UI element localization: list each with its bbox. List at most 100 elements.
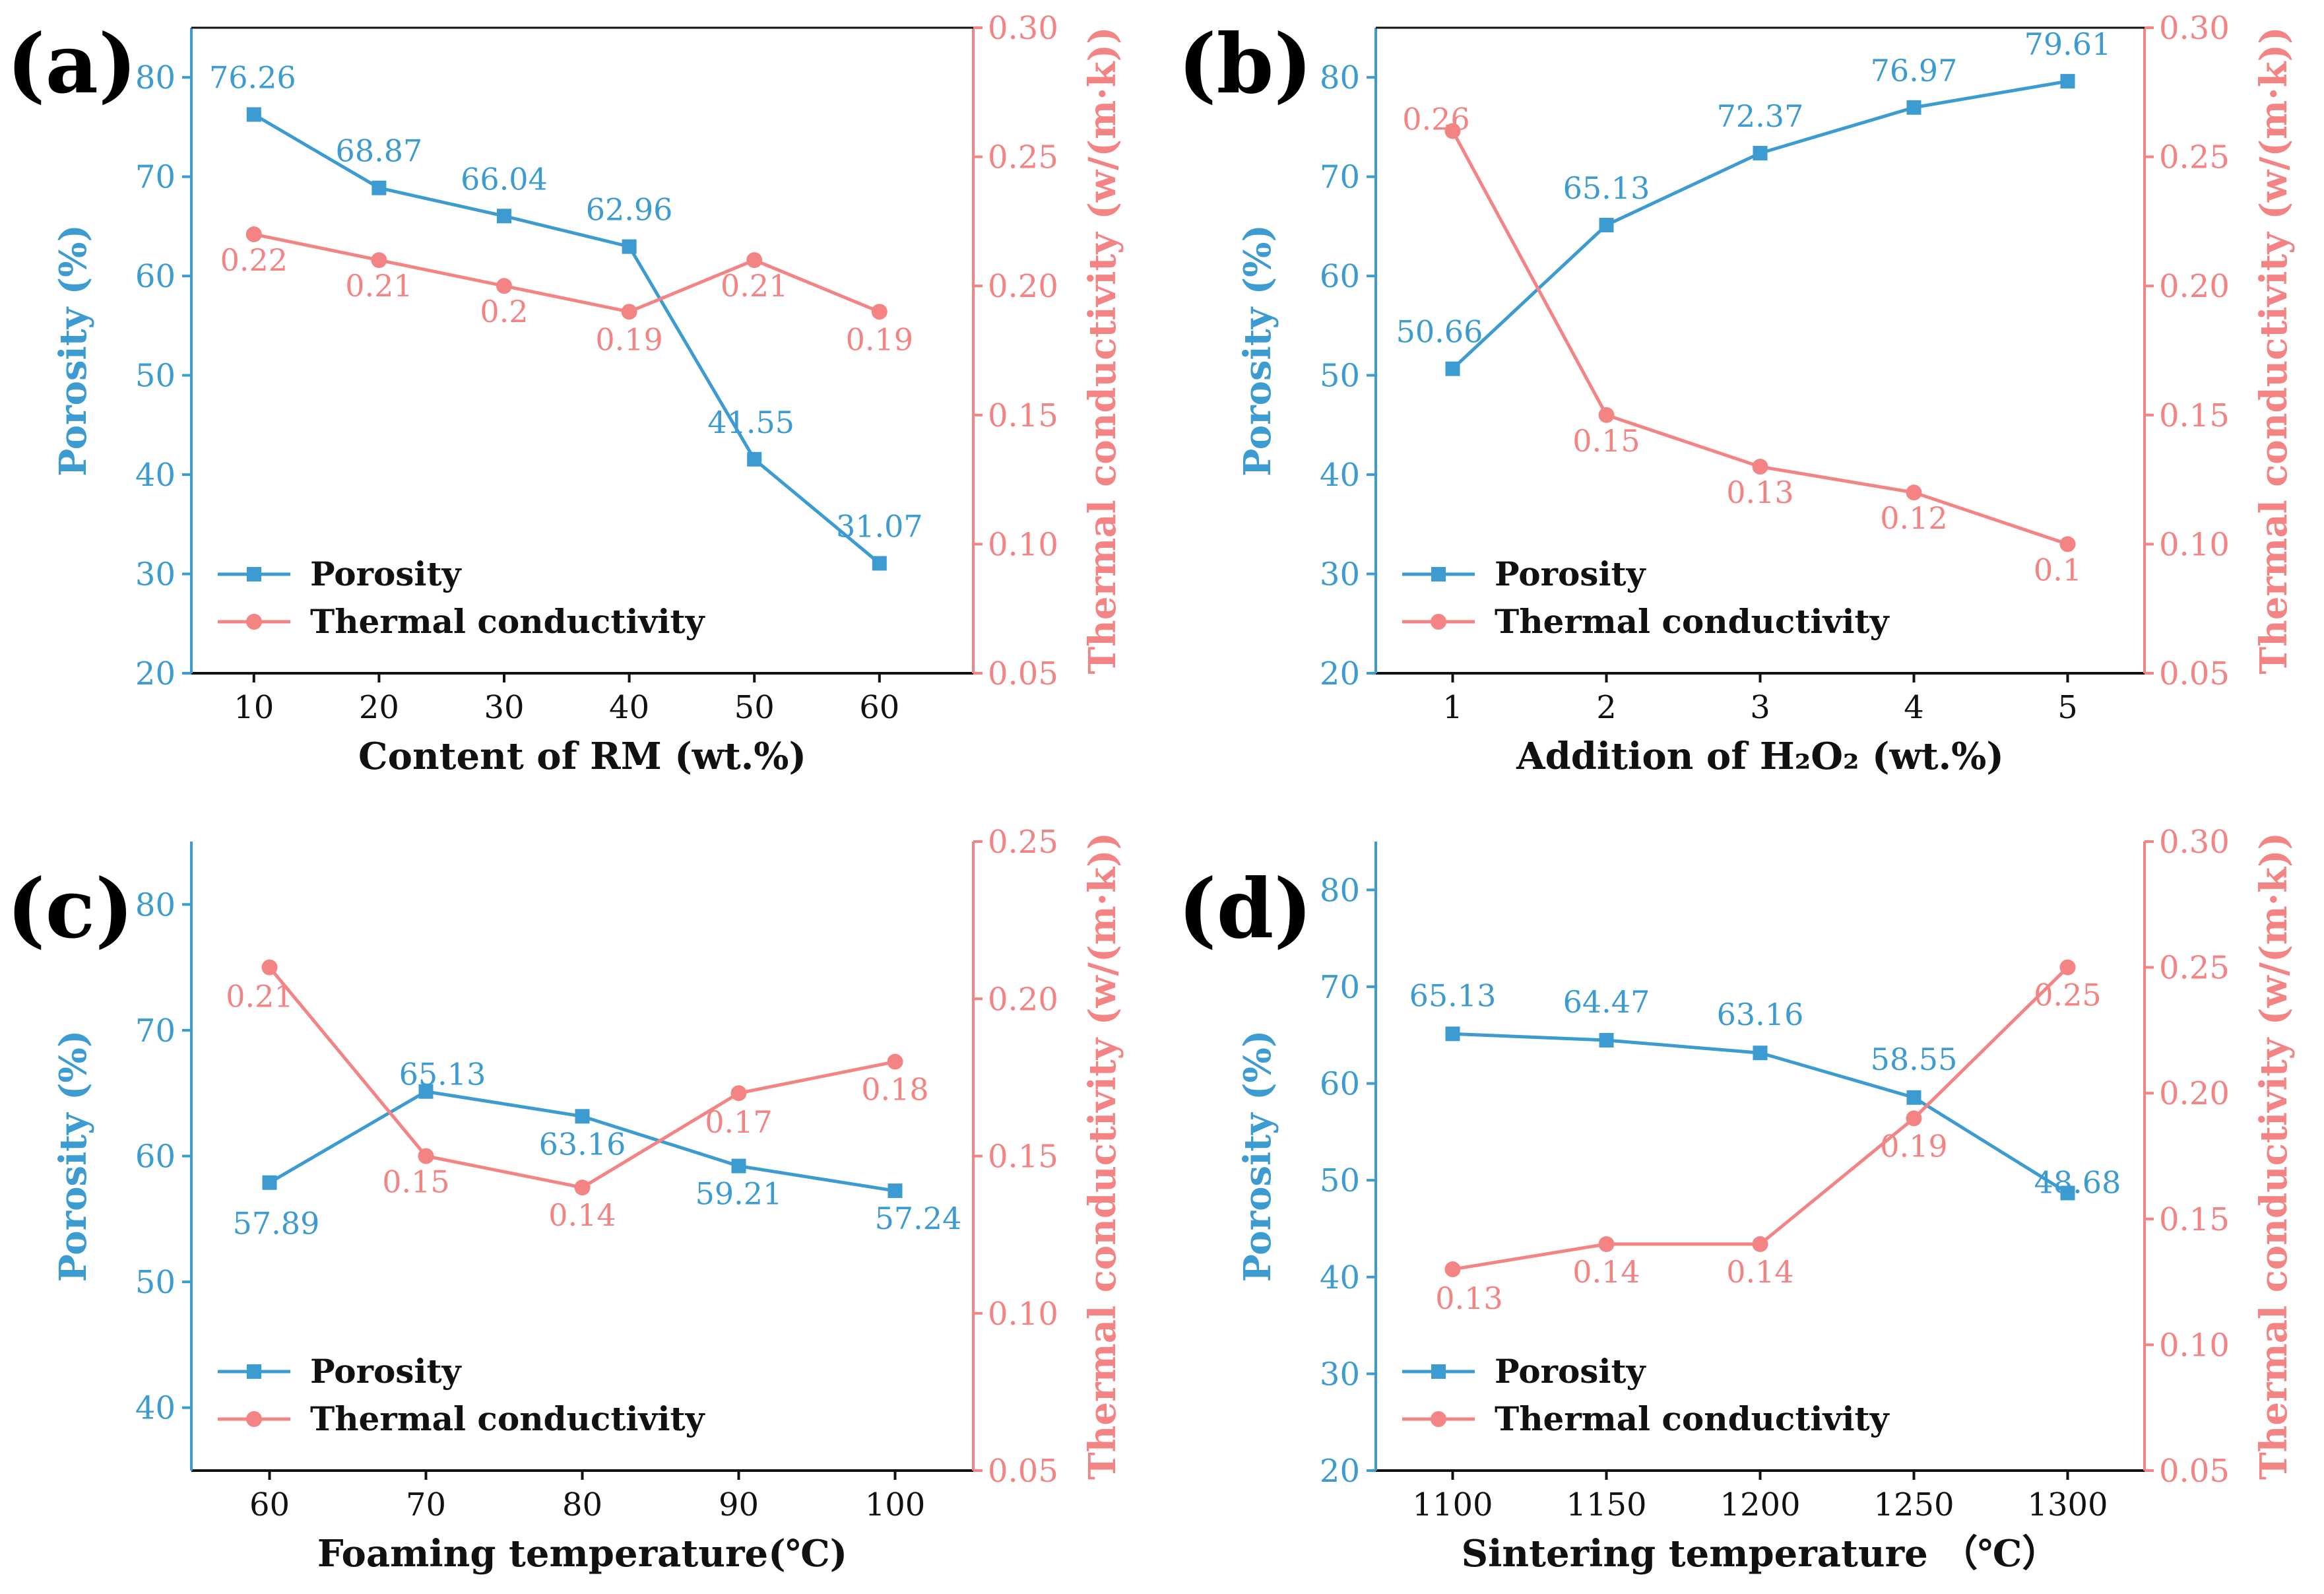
chart-panel-c: (c) 40 50 60 70 80 0.05 0.10 0.15 0.20 0.25 60 70 80 9… <box>7 824 1124 1576</box>
left-tick-label: 70 <box>135 1013 176 1049</box>
x-tick-label: 90 <box>719 1486 759 1523</box>
left-tick-label: 60 <box>1320 1066 1360 1103</box>
porosity-point <box>246 107 261 122</box>
left-axis-title: Porosity (%) <box>1236 224 1279 477</box>
thermal-point <box>621 304 637 320</box>
left-tick-label: 50 <box>1320 358 1360 395</box>
right-tick-label: 0.25 <box>988 139 1058 176</box>
porosity-data-label: 59.21 <box>695 1176 783 1212</box>
x-axis-title: Sintering temperature （℃） <box>1462 1532 2059 1576</box>
left-tick-label: 30 <box>135 556 176 593</box>
left-tick-label: 70 <box>1320 969 1360 1006</box>
thermal-point <box>746 252 763 269</box>
porosity-line <box>253 113 881 565</box>
thermal-point <box>496 278 512 294</box>
thermal-point <box>887 1053 903 1070</box>
right-tick-label: 0.10 <box>988 526 1058 563</box>
left-tick-label: 80 <box>135 59 176 96</box>
right-tick-label: 0.10 <box>2159 1327 2230 1364</box>
thermal-point <box>1598 407 1615 423</box>
porosity-point <box>1599 1033 1614 1048</box>
right-tick-label: 0.30 <box>2159 824 2230 861</box>
porosity-data-label: 41.55 <box>707 405 794 440</box>
porosity-data-label: 79.61 <box>2024 26 2112 62</box>
thermal-point <box>1444 123 1461 139</box>
porosity-point <box>418 1084 434 1099</box>
porosity-data-label: 58.55 <box>1871 1042 1958 1077</box>
legend-porosity-label: Porosity <box>310 554 463 593</box>
left-axis-title: Porosity (%) <box>51 224 95 477</box>
left-tick-label: 20 <box>1320 655 1360 692</box>
legend-thermal-label: Thermal conductivity <box>1495 602 1890 641</box>
panel-letter: (a) <box>7 17 137 112</box>
porosity-point <box>1445 361 1460 376</box>
porosity-data-label: 63.16 <box>539 1126 626 1162</box>
thermal-data-label: 0.19 <box>595 321 662 357</box>
x-tick-label: 1100 <box>1412 1486 1493 1523</box>
porosity-data-label: 76.97 <box>1871 53 1958 88</box>
right-tick-label: 0.10 <box>2159 526 2230 563</box>
thermal-point <box>245 226 262 242</box>
porosity-data-label: 57.89 <box>233 1206 320 1242</box>
porosity-point <box>1906 1090 1921 1105</box>
thermal-point <box>261 959 278 976</box>
porosity-point <box>2060 74 2075 89</box>
x-tick-label: 1200 <box>1720 1486 1800 1523</box>
thermal-data-label: 0.22 <box>220 242 288 278</box>
porosity-point <box>747 451 762 467</box>
thermal-point <box>1906 484 1922 501</box>
porosity-data-label: 66.04 <box>461 161 548 197</box>
legend-thermal-marker <box>246 614 262 630</box>
left-tick-label: 60 <box>135 1139 176 1176</box>
porosity-point <box>2060 1185 2075 1201</box>
legend-thermal-label: Thermal conductivity <box>1495 1399 1890 1438</box>
legend-porosity-label: Porosity <box>1495 1352 1647 1391</box>
thermal-point <box>1444 1261 1461 1278</box>
thermal-data-label: 0.17 <box>705 1104 772 1140</box>
thermal-point <box>371 252 387 269</box>
x-tick-label: 4 <box>1904 689 1924 726</box>
legend-porosity-marker <box>247 1364 261 1379</box>
x-axis-title: Addition of H₂O₂ (wt.%) <box>1516 735 2004 778</box>
left-axis-title: Porosity (%) <box>51 1030 95 1282</box>
thermal-data-label: 0.2 <box>480 294 528 329</box>
panel-letter: (c) <box>7 861 134 957</box>
right-tick-label: 0.20 <box>988 268 1058 305</box>
porosity-point <box>1753 146 1768 161</box>
thermal-data-label: 0.19 <box>846 321 913 357</box>
thermal-data-label: 0.14 <box>1572 1254 1640 1290</box>
thermal-point <box>1598 1236 1615 1252</box>
chart-panel-a: (a) 20 30 40 50 60 70 80 0.05 0.10 0.15 0.20 0.25 0.3… <box>7 10 1124 778</box>
right-tick-label: 0.20 <box>988 981 1058 1018</box>
right-tick-label: 0.15 <box>988 1139 1058 1176</box>
right-tick-label: 0.30 <box>988 10 1058 47</box>
x-tick-label: 1150 <box>1566 1486 1646 1523</box>
thermal-point <box>418 1148 434 1164</box>
thermal-point <box>1752 459 1768 475</box>
x-tick-label: 60 <box>249 1486 290 1523</box>
left-tick-label: 50 <box>135 1264 176 1301</box>
thermal-point <box>2059 536 2076 552</box>
porosity-data-label: 57.24 <box>875 1201 962 1236</box>
porosity-point <box>371 180 387 195</box>
legend-thermal-label: Thermal conductivity <box>310 1399 706 1438</box>
thermal-data-label: 0.21 <box>226 979 293 1014</box>
thermal-data-label: 0.18 <box>861 1072 928 1108</box>
left-tick-label: 50 <box>1320 1162 1360 1199</box>
porosity-data-label: 50.66 <box>1396 314 1483 350</box>
porosity-data-label: 62.96 <box>586 192 673 228</box>
thermal-data-label: 0.21 <box>345 268 412 304</box>
x-tick-label: 3 <box>1750 689 1770 726</box>
left-axis-title: Porosity (%) <box>1236 1030 1279 1282</box>
right-tick-label: 0.05 <box>988 1453 1058 1490</box>
porosity-data-label: 48.68 <box>2034 1165 2121 1201</box>
left-tick-label: 80 <box>135 886 176 923</box>
chart-panel-d: (d) 20 30 40 50 60 70 80 0.05 0.10 0.15 0.20 0.25 0.3… <box>1178 824 2296 1576</box>
x-tick-label: 50 <box>734 689 775 726</box>
porosity-point <box>575 1109 590 1124</box>
legend-thermal-label: Thermal conductivity <box>310 602 706 641</box>
left-tick-label: 80 <box>1320 872 1360 909</box>
right-tick-label: 0.30 <box>2159 10 2230 47</box>
right-tick-label: 0.05 <box>2159 1453 2230 1490</box>
